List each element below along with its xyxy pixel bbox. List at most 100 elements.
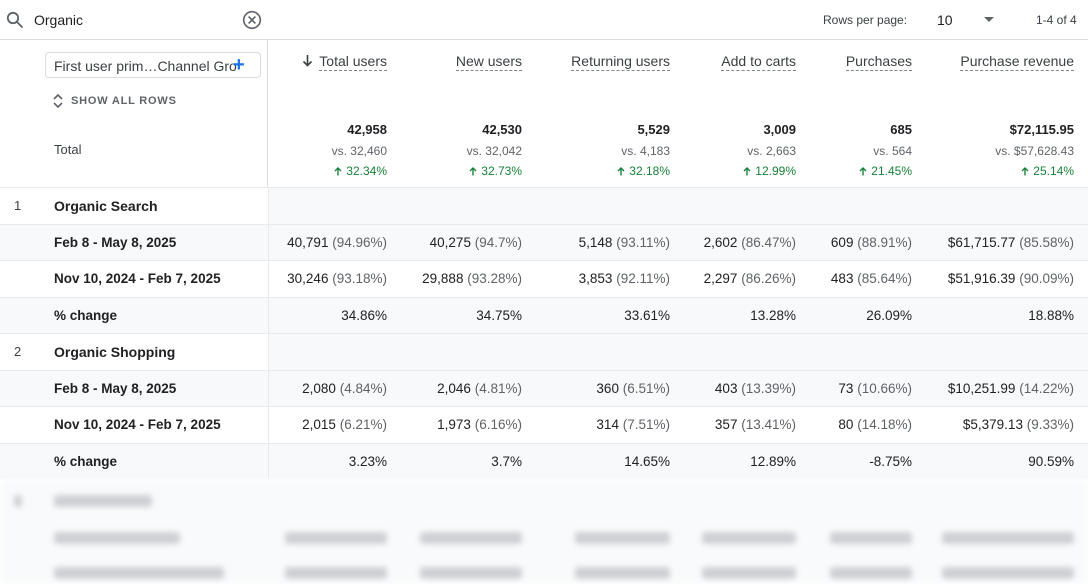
- total-comparison: vs. 2,663: [747, 144, 796, 158]
- search-input[interactable]: Organic: [34, 12, 84, 28]
- metric-value: 14.65%: [624, 453, 670, 469]
- metric-share: (6.51%): [622, 380, 670, 396]
- group-row: 1 Organic Search: [0, 187, 1088, 224]
- add-dimension-icon[interactable]: +: [233, 54, 245, 76]
- total-comparison: vs. 32,042: [466, 144, 522, 158]
- search-icon: [6, 11, 23, 28]
- clear-search-icon[interactable]: [242, 10, 262, 30]
- total-value: $72,115.95: [1009, 122, 1074, 137]
- total-row-label: Total: [54, 142, 82, 157]
- arrow-up-icon: [1021, 167, 1029, 176]
- column-header-label: Add to carts: [721, 53, 796, 71]
- total-comparison: vs. 4,183: [621, 144, 670, 158]
- sort-descending-icon[interactable]: [302, 54, 313, 67]
- metric-cell: 609 (88.91%): [831, 235, 912, 250]
- metric-value: 1,973: [437, 417, 471, 432]
- metric-cell: 2,602 (86.47%): [704, 235, 796, 250]
- metric-cell: -8.75%: [869, 454, 912, 469]
- metric-share: (13.41%): [741, 417, 796, 432]
- metric-cell: 2,297 (86.26%): [704, 271, 796, 286]
- metric-cell: 2,046 (4.81%): [437, 381, 522, 396]
- metric-value: 34.75%: [476, 307, 522, 323]
- rows-per-page-select[interactable]: 10: [930, 7, 1000, 33]
- column-header[interactable]: Purchases: [845, 53, 912, 71]
- metric-share: (90.09%): [1019, 271, 1074, 286]
- total-value: 3,009: [763, 122, 796, 137]
- metric-value: 26.09%: [866, 307, 912, 323]
- metric-value: 2,297: [703, 271, 738, 286]
- cell-divider: [268, 407, 269, 443]
- metric-cell: 29,888 (93.28%): [422, 271, 522, 286]
- group-row-fill: [268, 188, 1088, 224]
- metric-value: 3.23%: [348, 453, 387, 469]
- metric-value: 403: [714, 380, 738, 396]
- total-change: 25.14%: [1021, 164, 1074, 178]
- period-label: Feb 8 - May 8, 2025: [54, 380, 177, 396]
- metric-share: (85.58%): [1019, 234, 1074, 250]
- row-number: 1: [14, 198, 22, 213]
- metric-share: (86.47%): [741, 234, 796, 250]
- metric-cell: 483 (85.64%): [831, 271, 912, 286]
- cell-divider: [268, 443, 269, 479]
- metric-cell: 14.65%: [624, 454, 670, 469]
- metric-value: 314: [596, 417, 619, 432]
- column-header[interactable]: Total users: [302, 53, 387, 71]
- metric-share: (6.16%): [474, 417, 522, 432]
- period-label: Feb 8 - May 8, 2025: [54, 234, 177, 250]
- metric-column-5: Purchase revenue $72,115.95 vs. $57,628.43…: [874, 40, 1074, 187]
- group-row-fill: [268, 334, 1088, 370]
- percent-change-row: % change 34.86% 34.75% 33.61% 13.28% 26.09% 18…: [0, 296, 1088, 333]
- metric-cell: 3.7%: [491, 454, 522, 469]
- metric-cell: 34.86%: [341, 308, 387, 323]
- metric-share: (14.22%): [1019, 380, 1074, 396]
- column-header[interactable]: Add to carts: [721, 53, 796, 71]
- arrow-up-icon: [743, 167, 751, 176]
- metric-value: 40,791: [287, 234, 329, 250]
- column-header[interactable]: New users: [455, 53, 522, 71]
- metric-value: $10,251.99: [947, 380, 1016, 396]
- metric-value: 357: [714, 417, 738, 432]
- total-change-value: 25.14%: [1033, 164, 1074, 178]
- dimension-header: First user prim…Channel Gro + SHOW ALL R…: [0, 40, 268, 187]
- metric-column-3: Add to carts 3,009 vs. 2,663 12.99%: [596, 40, 796, 187]
- total-comparison: vs. 32,460: [331, 144, 387, 158]
- column-header-label: New users: [455, 53, 522, 71]
- column-header-label: Purchase revenue: [960, 53, 1074, 71]
- metric-cell: 3,853 (92.11%): [579, 271, 670, 286]
- metric-cell: 80 (14.18%): [838, 417, 912, 432]
- metric-value: 13.28%: [750, 307, 796, 323]
- show-all-rows-label: SHOW ALL ROWS: [71, 95, 177, 107]
- dimension-picker[interactable]: First user prim…Channel Gro +: [45, 52, 261, 78]
- metric-cell: 403 (13.39%): [715, 381, 796, 396]
- column-header-label: Purchases: [845, 53, 912, 71]
- metric-cell: 26.09%: [866, 308, 912, 323]
- total-change-value: 32.34%: [346, 164, 387, 178]
- metric-value: 2,602: [703, 234, 738, 250]
- total-change-value: 32.73%: [481, 164, 522, 178]
- metric-cell: $5,379.13 (9.33%): [963, 417, 1074, 432]
- metric-column-4: Purchases 685 vs. 564 21.45%: [712, 40, 912, 187]
- column-header-label: Total users: [319, 53, 387, 71]
- row-number: 2: [14, 344, 22, 359]
- metric-cell: 12.89%: [750, 454, 796, 469]
- group-row: 2 Organic Shopping: [0, 333, 1088, 370]
- metric-value: 2,015: [302, 417, 336, 432]
- metric-cell: 314 (7.51%): [596, 417, 670, 432]
- metric-share: (93.28%): [467, 271, 522, 286]
- metric-cell: 40,275 (94.7%): [430, 235, 522, 250]
- metric-value: 609: [830, 234, 854, 250]
- total-change-value: 12.99%: [755, 164, 796, 178]
- metric-value: 80: [838, 417, 854, 432]
- metric-cell: 3.23%: [349, 454, 387, 469]
- metric-cell: 30,246 (93.18%): [287, 271, 387, 286]
- column-header[interactable]: Returning users: [571, 53, 670, 71]
- metric-cell: 33.61%: [624, 308, 670, 323]
- arrow-up-icon: [859, 167, 867, 176]
- metric-share: (93.18%): [332, 271, 387, 286]
- percent-change-label: % change: [54, 453, 118, 469]
- total-comparison: vs. $57,628.43: [995, 144, 1074, 158]
- group-label: Organic Shopping: [54, 344, 176, 360]
- metric-share: (92.11%): [616, 271, 670, 286]
- cell-divider: [268, 261, 269, 297]
- column-header[interactable]: Purchase revenue: [960, 53, 1074, 71]
